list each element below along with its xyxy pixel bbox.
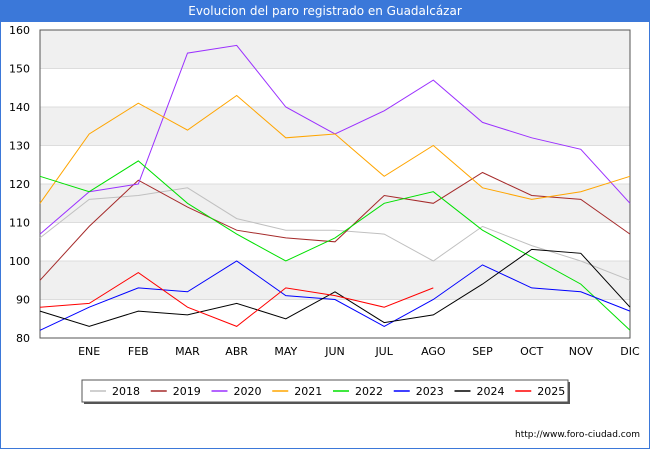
x-tick-label: ABR — [225, 345, 248, 358]
x-tick-label: JUL — [374, 345, 393, 358]
series-line-2022 — [39, 160, 631, 331]
background-band — [40, 261, 630, 300]
plot-background-bands — [40, 30, 630, 300]
x-tick-label: DIC — [620, 345, 640, 358]
x-tick-label: MAY — [274, 345, 297, 358]
legend-label-2018: 2018 — [112, 385, 140, 398]
series-line-2024 — [39, 248, 631, 327]
y-tick-label: 80 — [16, 332, 30, 345]
legend-label-2024: 2024 — [477, 385, 505, 398]
legend-label-2020: 2020 — [234, 385, 262, 398]
x-tick-label: FEB — [128, 345, 149, 358]
background-band — [40, 107, 630, 146]
legend-label-2019: 2019 — [173, 385, 201, 398]
y-tick-label: 100 — [9, 255, 30, 268]
x-tick-label: OCT — [520, 345, 543, 358]
series-lines — [39, 44, 631, 331]
plot-area-border — [39, 29, 631, 339]
legend-label-2021: 2021 — [294, 385, 322, 398]
y-tick-label: 120 — [9, 178, 30, 191]
series-line-2023 — [39, 260, 631, 331]
y-tick-label: 130 — [9, 140, 30, 153]
legend-label-2022: 2022 — [355, 385, 383, 398]
y-tick-label: 90 — [16, 294, 30, 307]
legend: 2018 2019 2020 2021 2022 2023 2024 2025 — [81, 379, 570, 404]
x-axis-tick-labels: ENE FEB MAR ABR MAY JUN JUL AGO SEP OCT NOV DIC — [78, 345, 640, 358]
y-axis-tick-labels: 80 90 100 110 120 130 140 150 160 — [9, 24, 30, 345]
x-tick-label: NOV — [569, 345, 594, 358]
legend-label-2023: 2023 — [416, 385, 444, 398]
x-tick-label: AGO — [421, 345, 446, 358]
series-line-2025 — [39, 271, 434, 327]
background-band — [40, 184, 630, 223]
y-tick-label: 110 — [9, 217, 30, 230]
series-line-2019 — [39, 171, 631, 281]
x-tick-label: ENE — [78, 345, 100, 358]
x-tick-label: MAR — [175, 345, 200, 358]
chart-title: Evolucion del paro registrado en Guadalc… — [0, 0, 650, 22]
x-tick-label: SEP — [472, 345, 493, 358]
y-tick-label: 140 — [9, 101, 30, 114]
y-tick-label: 150 — [9, 63, 30, 76]
series-line-2021 — [39, 94, 631, 204]
source-url[interactable]: http://www.foro-ciudad.com — [515, 430, 640, 440]
legend-label-2025: 2025 — [537, 385, 565, 398]
x-tick-label: JUN — [324, 345, 345, 358]
background-band — [40, 30, 630, 69]
legend-box — [81, 379, 569, 403]
y-tick-label: 160 — [9, 24, 30, 37]
series-line-2018 — [39, 187, 631, 281]
